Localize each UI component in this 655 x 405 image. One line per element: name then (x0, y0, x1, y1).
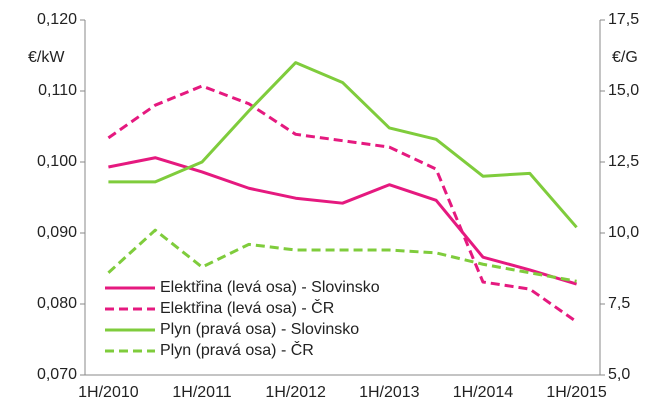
y-tick-label: 0,120 (37, 11, 77, 28)
x-tick-label: 1H/2012 (265, 384, 326, 401)
y-tick-label: 0,070 (37, 366, 77, 383)
y2-tick-label: 17,5 (608, 11, 639, 28)
x-tick-label: 1H/2013 (359, 384, 420, 401)
x-tick-label: 1H/2014 (453, 384, 514, 401)
y-tick-label: 0,080 (37, 295, 77, 312)
y-axis-label: €/kW (28, 49, 65, 66)
y2-tick-label: 5,0 (608, 366, 630, 383)
legend-label: Plyn (pravá osa) - ČR (160, 340, 314, 359)
y2-tick-label: 7,5 (608, 295, 630, 312)
y2-axis-label: €/G (612, 49, 638, 66)
series-line (108, 61, 578, 229)
series-line (107, 84, 578, 323)
y-tick-label: 0,090 (37, 224, 77, 241)
legend-label: Elektřina (levá osa) - ČR (160, 298, 334, 317)
series-line (107, 228, 577, 283)
legend-label: Elektřina (levá osa) - Slovinsko (160, 279, 380, 296)
y2-tick-label: 12,5 (608, 153, 639, 170)
series-line (108, 156, 578, 286)
x-tick-label: 1H/2010 (78, 384, 139, 401)
x-tick-label: 1H/2011 (172, 384, 231, 401)
y-tick-label: 0,110 (38, 82, 77, 99)
y2-tick-label: 10,0 (608, 224, 639, 241)
y-tick-label: 0,100 (37, 153, 77, 170)
y2-tick-label: 15,0 (608, 82, 639, 99)
x-tick-label: 1H/2015 (546, 384, 607, 401)
legend-label: Plyn (pravá osa) - Slovinsko (160, 321, 359, 338)
